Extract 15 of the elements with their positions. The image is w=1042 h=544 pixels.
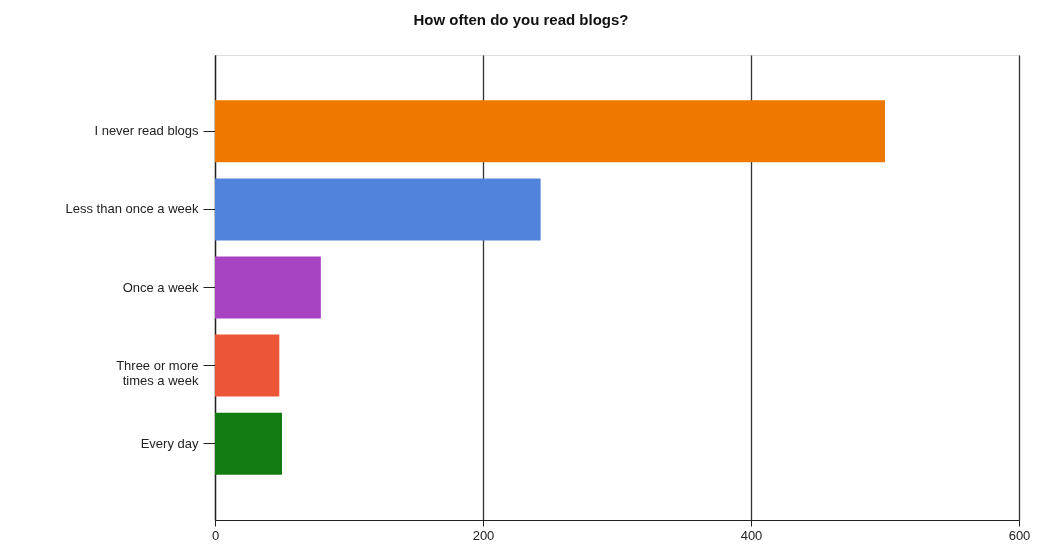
bar bbox=[215, 412, 282, 475]
bar bbox=[215, 256, 321, 319]
y-tick-label: Once a week bbox=[122, 279, 199, 295]
x-tick-label: 200 bbox=[472, 527, 495, 543]
bar bbox=[215, 178, 541, 241]
y-tick-label: I never read blogs bbox=[94, 123, 199, 139]
bar bbox=[215, 334, 280, 397]
x-tick-label: 600 bbox=[1008, 527, 1031, 543]
chart-title: How often do you read blogs? bbox=[413, 11, 629, 28]
y-tick-label: Every day bbox=[140, 435, 199, 451]
x-tick-label: 400 bbox=[740, 527, 763, 543]
y-tick-label: Three or more times a week bbox=[116, 357, 199, 388]
y-tick-label: Less than once a week bbox=[65, 201, 199, 217]
x-tick-label: 0 bbox=[211, 527, 220, 543]
bar bbox=[215, 100, 885, 163]
